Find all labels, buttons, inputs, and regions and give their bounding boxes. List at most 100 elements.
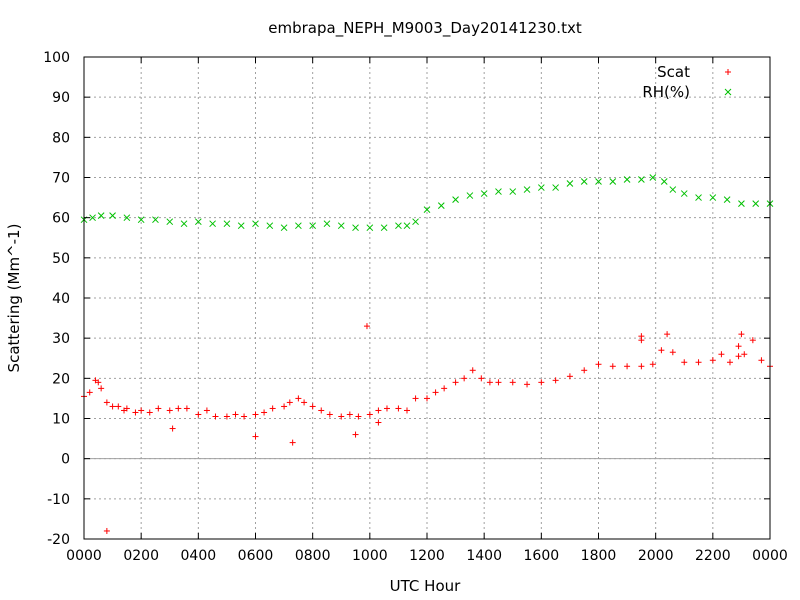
data-point — [412, 218, 419, 226]
data-point — [195, 411, 202, 418]
x-tick-label: 0000 — [752, 548, 788, 564]
data-point — [252, 220, 259, 228]
data-point — [403, 222, 411, 230]
x-tick-label: 2000 — [638, 548, 674, 564]
y-tick-label: 60 — [52, 211, 70, 227]
data-point — [109, 403, 116, 410]
x-tick-label: 0000 — [66, 548, 102, 564]
data-point — [261, 409, 268, 416]
legend-marker-rh — [724, 88, 732, 96]
y-tick-label: 80 — [52, 130, 70, 146]
y-tick-label: 20 — [52, 371, 70, 387]
x-tick-label: 1600 — [524, 548, 560, 564]
data-point — [638, 176, 645, 183]
data-point — [623, 176, 631, 183]
data-point — [375, 419, 382, 426]
data-point — [581, 367, 588, 374]
x-tick-label: 0800 — [295, 548, 331, 564]
data-point — [595, 178, 602, 185]
data-point — [452, 379, 459, 386]
data-point — [441, 385, 448, 392]
y-tick-label: 0 — [61, 452, 70, 468]
data-point — [241, 413, 248, 420]
y-tick-label: -20 — [47, 532, 70, 548]
series-scat — [81, 323, 773, 534]
data-point — [337, 222, 345, 230]
data-point — [552, 377, 559, 384]
data-point — [681, 359, 688, 366]
data-point — [232, 411, 239, 418]
y-axis-title: Scattering (Mm^-1) — [5, 224, 23, 373]
data-point — [461, 375, 468, 382]
x-tick-label: 1200 — [409, 548, 445, 564]
y-tick-label: 10 — [52, 412, 70, 428]
data-point — [309, 403, 316, 410]
x-tick-label: 1000 — [352, 548, 388, 564]
data-point — [595, 361, 602, 368]
data-point — [103, 527, 110, 534]
data-point — [280, 224, 288, 232]
data-point — [680, 190, 688, 197]
data-point — [466, 192, 474, 199]
data-point — [423, 206, 431, 213]
data-point — [338, 413, 345, 420]
data-point — [286, 399, 293, 406]
data-point — [723, 196, 731, 203]
legend-label-rh: RH(%) — [642, 83, 690, 101]
data-point — [269, 405, 276, 412]
x-tick-label: 2200 — [695, 548, 731, 564]
data-point — [366, 411, 373, 418]
data-point — [523, 186, 531, 193]
data-point — [424, 395, 430, 402]
chart-title: embrapa_NEPH_M9003_Day20141230.txt — [268, 19, 582, 38]
legend: Scat RH(%) — [642, 63, 732, 101]
x-tick-label: 0200 — [123, 548, 159, 564]
data-point — [89, 214, 96, 222]
data-point — [194, 218, 202, 226]
data-point — [566, 180, 574, 187]
data-point — [252, 433, 259, 440]
series-layer — [80, 174, 774, 534]
data-point — [380, 224, 388, 232]
y-tick-label: 40 — [52, 291, 70, 307]
data-point — [726, 359, 733, 366]
data-point — [738, 331, 745, 338]
data-point — [403, 407, 410, 414]
data-point — [709, 357, 716, 364]
data-point — [138, 407, 145, 414]
data-point — [123, 214, 131, 222]
legend-symbol — [725, 69, 731, 75]
data-point — [212, 413, 219, 420]
data-point — [103, 399, 110, 406]
series-rh — [80, 174, 774, 232]
y-tick-label: -10 — [47, 492, 70, 508]
data-point — [741, 351, 748, 358]
data-point — [281, 403, 288, 410]
data-point — [289, 439, 296, 446]
data-point — [98, 385, 105, 392]
data-point — [437, 202, 445, 209]
data-point — [95, 379, 102, 386]
data-point — [495, 188, 502, 195]
data-point — [132, 409, 139, 416]
data-point — [366, 224, 374, 232]
data-point — [295, 222, 302, 230]
data-point — [169, 425, 176, 432]
data-point — [326, 411, 333, 418]
x-tick-label: 1400 — [466, 548, 502, 564]
data-point — [480, 190, 488, 197]
data-point — [638, 363, 645, 370]
y-tick-label: 100 — [43, 50, 70, 66]
data-point — [638, 337, 645, 344]
data-point — [735, 353, 742, 360]
y-tick-label: 70 — [52, 171, 70, 187]
data-point — [452, 196, 459, 203]
data-point — [664, 331, 671, 338]
legend-symbol — [724, 88, 732, 96]
data-point — [180, 220, 188, 228]
data-point — [352, 224, 359, 232]
data-point — [237, 222, 245, 230]
data-point — [152, 216, 159, 224]
data-point — [660, 178, 668, 185]
